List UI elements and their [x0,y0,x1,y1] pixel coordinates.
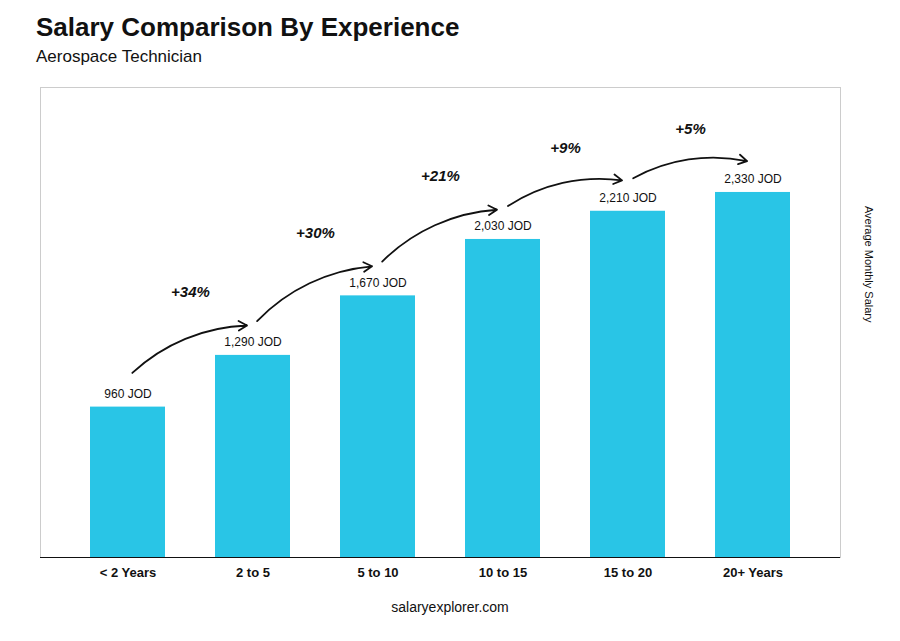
html-text:Salary Comparison By Experienc: Salary Comparison By Experience [36,12,460,42]
svg-text:2,030 JOD: 2,030 JOD [474,219,532,233]
svg-text:+9%: +9% [550,139,580,156]
svg-text:+21%: +21% [421,167,460,184]
svg-text:+5%: +5% [675,120,705,137]
html-text:Aerospace Technician: Aerospace Technician [36,47,202,66]
svg-text:5 to 10: 5 to 10 [357,565,398,580]
svg-text:< 2 Years: < 2 Years [100,565,157,580]
svg-text:10 to 15: 10 to 15 [479,565,527,580]
svg-text:20+ Years: 20+ Years [723,565,783,580]
svg-text:2,330 JOD: 2,330 JOD [724,172,782,186]
svg-text:1,290 JOD: 1,290 JOD [224,335,282,349]
svg-text:2,210 JOD: 2,210 JOD [599,191,657,205]
svg-text:960 JOD: 960 JOD [104,387,152,401]
svg-text:Average Monthly Salary: Average Monthly Salary [863,206,875,323]
svg-text:+30%: +30% [296,224,335,241]
svg-text:+34%: +34% [171,283,210,300]
svg-text:15 to 20: 15 to 20 [604,565,652,580]
svg-text:1,670 JOD: 1,670 JOD [349,276,407,290]
svg-text:2 to 5: 2 to 5 [236,565,270,580]
html-text:salaryexplorer.com: salaryexplorer.com [391,599,509,615]
